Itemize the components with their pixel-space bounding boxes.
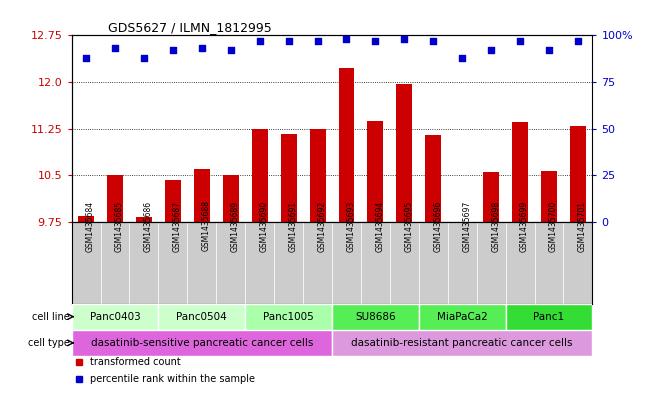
Bar — [158, 303, 245, 330]
Point — [486, 47, 496, 53]
Bar — [564, 222, 592, 303]
Bar — [165, 180, 181, 222]
Bar — [534, 222, 564, 303]
Text: Panc1005: Panc1005 — [263, 312, 314, 321]
Bar — [477, 222, 506, 303]
Bar — [310, 129, 326, 222]
Bar — [78, 216, 94, 222]
Bar — [100, 222, 130, 303]
Bar — [483, 172, 499, 222]
Point — [225, 47, 236, 53]
Bar — [390, 222, 419, 303]
Bar — [367, 121, 383, 222]
Text: dasatinib-sensitive pancreatic cancer cells: dasatinib-sensitive pancreatic cancer ce… — [90, 338, 313, 348]
Point — [197, 45, 207, 51]
Bar — [512, 122, 528, 222]
Bar — [72, 222, 100, 303]
Bar — [332, 330, 592, 356]
Text: dasatinib-resistant pancreatic cancer cells: dasatinib-resistant pancreatic cancer ce… — [352, 338, 573, 348]
Point — [341, 36, 352, 42]
Bar — [72, 303, 158, 330]
Point — [283, 38, 294, 44]
Text: GSM1435695: GSM1435695 — [404, 200, 413, 252]
Bar — [130, 222, 158, 303]
Bar — [216, 222, 245, 303]
Bar — [303, 222, 332, 303]
Text: GSM1435691: GSM1435691 — [288, 200, 298, 252]
Text: Panc1: Panc1 — [533, 312, 564, 321]
Text: Panc0403: Panc0403 — [90, 312, 141, 321]
Text: cell line: cell line — [33, 312, 70, 321]
Bar — [570, 125, 586, 222]
Text: Panc0504: Panc0504 — [176, 312, 227, 321]
Bar — [419, 222, 448, 303]
Point — [110, 45, 120, 51]
Bar — [396, 84, 412, 222]
Bar — [107, 175, 123, 222]
Text: GDS5627 / ILMN_1812995: GDS5627 / ILMN_1812995 — [108, 21, 272, 34]
Bar — [274, 222, 303, 303]
Text: GSM1435685: GSM1435685 — [115, 200, 124, 252]
Text: GSM1435694: GSM1435694 — [376, 200, 384, 252]
Text: percentile rank within the sample: percentile rank within the sample — [90, 374, 255, 384]
Bar — [187, 222, 216, 303]
Text: cell type: cell type — [28, 338, 70, 348]
Bar — [541, 171, 557, 222]
Point — [399, 36, 409, 42]
Text: GSM1435689: GSM1435689 — [230, 200, 240, 252]
Text: GSM1435698: GSM1435698 — [491, 200, 500, 252]
Text: GSM1435686: GSM1435686 — [144, 200, 153, 252]
Bar — [332, 303, 419, 330]
Bar — [448, 222, 477, 303]
Bar — [252, 129, 268, 222]
Text: GSM1435693: GSM1435693 — [346, 200, 355, 252]
Bar — [425, 135, 441, 222]
Bar — [136, 217, 152, 222]
Point — [370, 38, 381, 44]
Text: GSM1435700: GSM1435700 — [549, 200, 558, 252]
Text: GSM1435690: GSM1435690 — [260, 200, 269, 252]
Bar — [281, 134, 297, 222]
Bar — [332, 222, 361, 303]
Point — [81, 55, 91, 61]
Point — [428, 38, 439, 44]
Text: MiaPaCa2: MiaPaCa2 — [437, 312, 488, 321]
Point — [139, 55, 149, 61]
Text: transformed count: transformed count — [90, 357, 180, 367]
Text: GSM1435696: GSM1435696 — [434, 200, 442, 252]
Point — [544, 47, 554, 53]
Bar — [339, 68, 354, 222]
Text: GSM1435687: GSM1435687 — [173, 200, 182, 252]
Text: GSM1435699: GSM1435699 — [520, 200, 529, 252]
Text: GSM1435697: GSM1435697 — [462, 200, 471, 252]
Bar — [72, 330, 332, 356]
Text: SU8686: SU8686 — [355, 312, 396, 321]
Point — [168, 47, 178, 53]
Bar — [194, 169, 210, 222]
Bar — [506, 303, 592, 330]
Point — [573, 38, 583, 44]
Bar — [361, 222, 390, 303]
Point — [457, 55, 467, 61]
Point — [515, 38, 525, 44]
Bar — [158, 222, 187, 303]
Text: GSM1435688: GSM1435688 — [202, 200, 211, 252]
Bar — [245, 303, 332, 330]
Text: GSM1435684: GSM1435684 — [86, 200, 95, 252]
Point — [255, 38, 265, 44]
Bar — [223, 175, 239, 222]
Point — [312, 38, 323, 44]
Bar — [245, 222, 274, 303]
Bar — [506, 222, 534, 303]
Bar — [419, 303, 506, 330]
Text: GSM1435701: GSM1435701 — [578, 200, 587, 252]
Text: GSM1435692: GSM1435692 — [318, 200, 327, 252]
